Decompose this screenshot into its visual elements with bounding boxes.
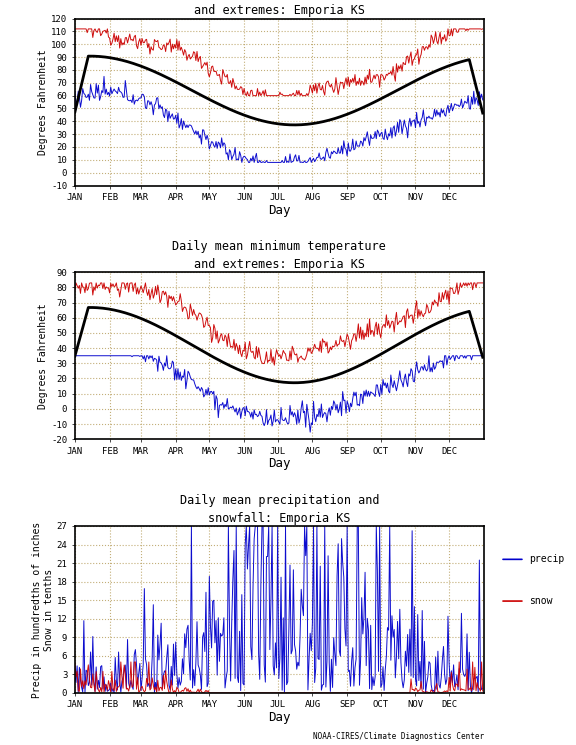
- X-axis label: Day: Day: [268, 711, 291, 724]
- Text: precip: precip: [529, 554, 564, 565]
- Y-axis label: Degrees Fahrenheit: Degrees Fahrenheit: [39, 49, 48, 155]
- Y-axis label: Precip in hundredths of inches
Snow in tenths: Precip in hundredths of inches Snow in t…: [32, 522, 54, 697]
- X-axis label: Day: Day: [268, 203, 291, 217]
- Text: NOAA-CIRES/Climate Diagnostics Center: NOAA-CIRES/Climate Diagnostics Center: [313, 732, 484, 741]
- Text: snow: snow: [529, 596, 552, 606]
- Title: Daily mean maximum temperature
and extremes: Emporia KS: Daily mean maximum temperature and extre…: [172, 0, 386, 17]
- Title: Daily mean precipitation and
snowfall: Emporia KS: Daily mean precipitation and snowfall: E…: [180, 494, 379, 524]
- Y-axis label: Degrees Fahrenheit: Degrees Fahrenheit: [39, 303, 48, 408]
- X-axis label: Day: Day: [268, 457, 291, 470]
- Title: Daily mean minimum temperature
and extremes: Emporia KS: Daily mean minimum temperature and extre…: [172, 240, 386, 271]
